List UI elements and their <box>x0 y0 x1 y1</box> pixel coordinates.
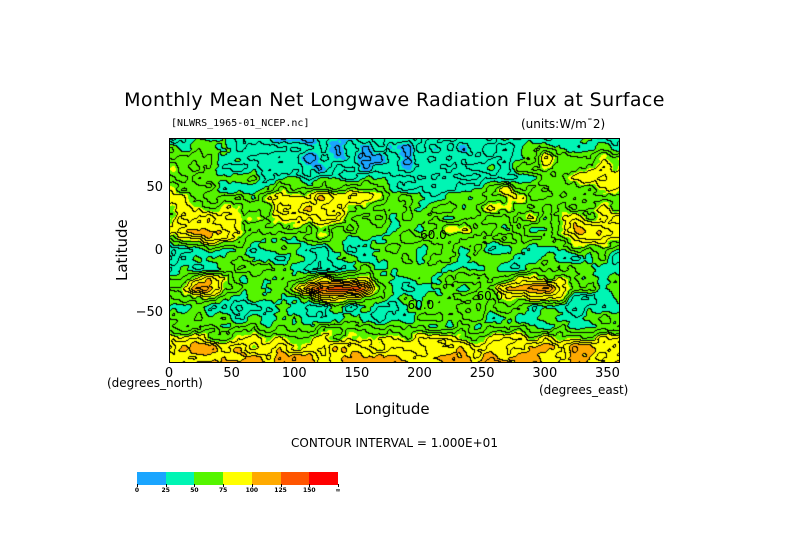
colorbar-tick-mark <box>223 484 224 487</box>
x-tick-label: 200 <box>407 366 432 381</box>
colorbar-tick-label: 125 <box>274 487 287 494</box>
heatmap-field <box>169 138 620 363</box>
colorbar-tick-mark <box>338 484 339 487</box>
colorbar-segment <box>194 472 224 485</box>
colorbar-tick-mark <box>252 484 253 487</box>
heatmap-plot-area <box>169 138 620 363</box>
colorbar-tick-mark <box>137 484 138 487</box>
x-tick-label: 350 <box>595 366 620 381</box>
contour-label: 60.0 <box>420 227 447 242</box>
colorbar-tick-label: 50 <box>190 487 199 494</box>
contour-interval-label: CONTOUR INTERVAL = 1.000E+01 <box>291 436 498 450</box>
x-tick-label: 50 <box>223 366 240 381</box>
y-tick-label: −50 <box>135 305 163 320</box>
colorbar-tick-label: 150 <box>303 487 316 494</box>
colorbar-segment <box>251 472 281 485</box>
colorbar-segment <box>309 472 339 485</box>
colorbar-tick-mark <box>281 484 282 487</box>
colorbar-tick-label: 0 <box>134 487 140 494</box>
plot-frame <box>169 138 620 363</box>
colorbar-segment <box>137 472 166 485</box>
contour-label: 60.0 <box>476 288 504 303</box>
colorbar-tick-label: 25 <box>161 487 170 494</box>
units-label: (units:W/m¯2) <box>521 117 606 131</box>
chart-title: Monthly Mean Net Longwave Radiation Flux… <box>124 89 665 111</box>
colorbar-tick-mark <box>194 484 195 487</box>
colorbar-segment <box>280 472 310 485</box>
x-tick-label: 0 <box>164 366 174 381</box>
y-tick-label: 50 <box>146 180 163 195</box>
file-name-label: [NLWRS_1965-01_NCEP.nc] <box>171 118 310 129</box>
x-axis-label: Longitude <box>355 400 430 418</box>
colorbar-segment <box>165 472 195 485</box>
colorbar-tick-mark <box>166 484 167 487</box>
colorbar <box>137 472 339 485</box>
colorbar-tick-label: 75 <box>218 487 228 494</box>
y-tick-label: 0 <box>154 242 163 258</box>
x-axis-units: (degrees_east) <box>539 383 629 397</box>
x-tick-label: 250 <box>469 366 495 381</box>
y-axis-units: (degrees_north) <box>107 376 203 390</box>
x-tick-label: 300 <box>532 366 558 381</box>
colorbar-tick-label: 100 <box>245 487 259 494</box>
colorbar-segment <box>223 472 252 485</box>
colorbar-tick-mark <box>309 484 310 487</box>
y-axis-label: Latitude <box>113 219 131 281</box>
contour-label: 60.0 <box>407 297 435 312</box>
x-tick-label: 100 <box>281 366 307 381</box>
colorbar-tick-label: ∞ <box>335 487 341 494</box>
x-tick-label: 150 <box>344 366 370 381</box>
